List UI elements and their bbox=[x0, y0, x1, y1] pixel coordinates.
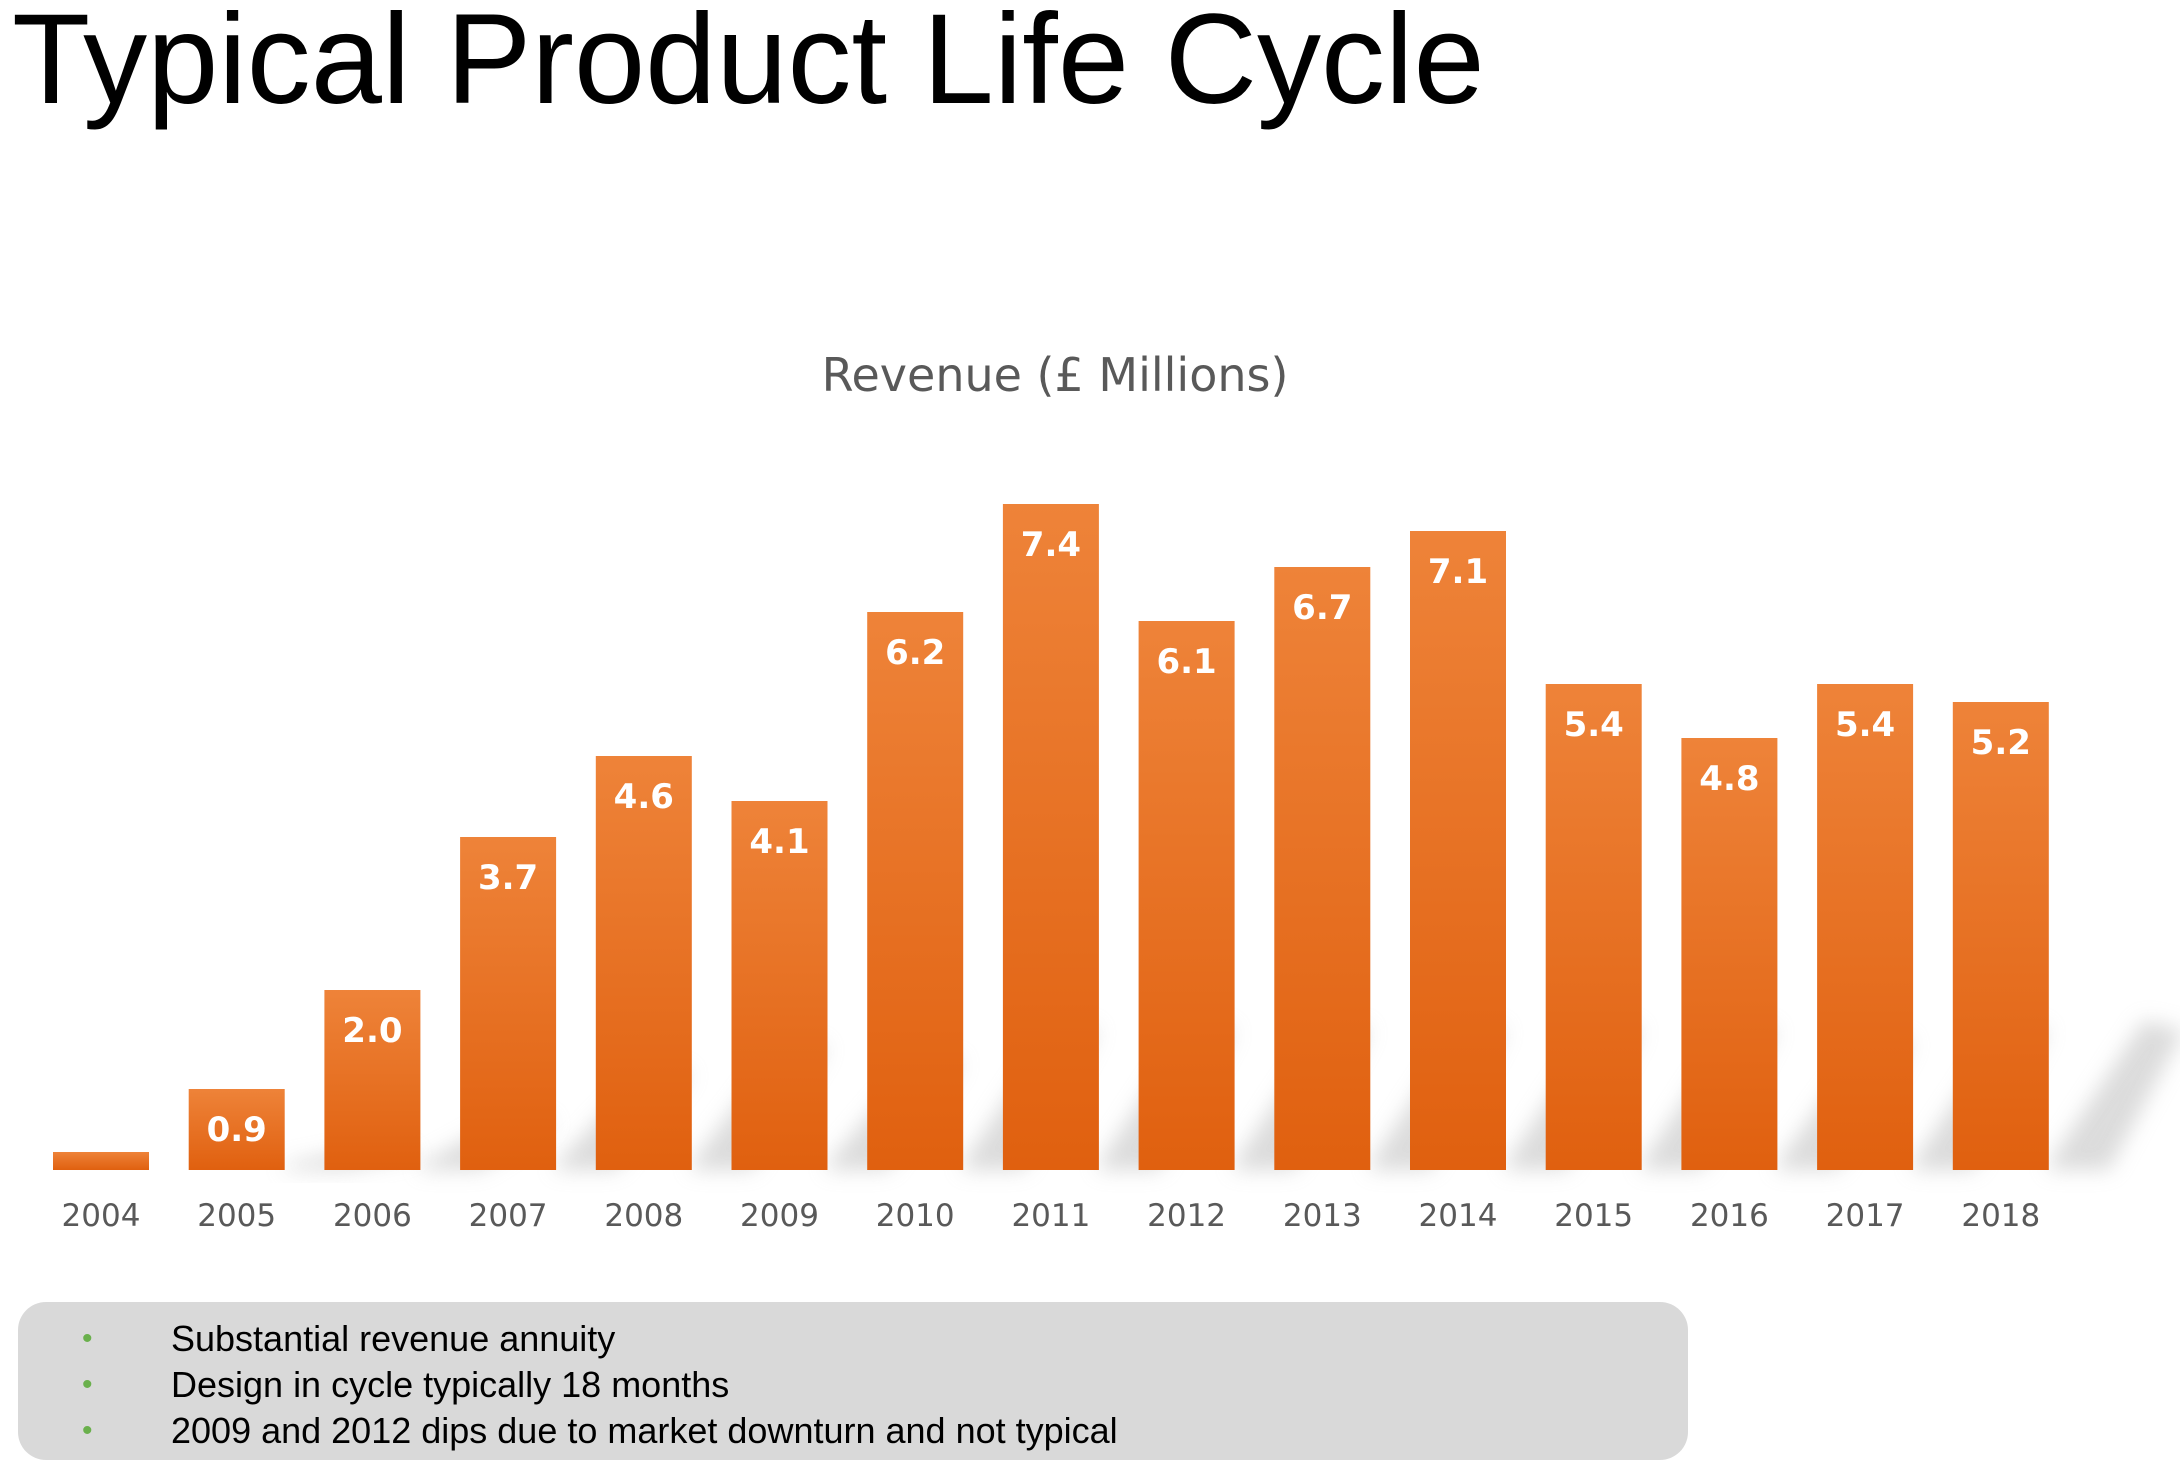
bar-2004 bbox=[53, 1152, 149, 1170]
note-text: 2009 and 2012 dips due to market downtur… bbox=[171, 1410, 1118, 1451]
bar-2009 bbox=[731, 801, 828, 1170]
note-item: • Substantial revenue annuity bbox=[18, 1316, 1688, 1362]
note-text: Substantial revenue annuity bbox=[171, 1318, 616, 1359]
bar-2007 bbox=[460, 837, 557, 1170]
bar-value-label: 2.0 bbox=[342, 1011, 402, 1051]
notes-box: • Substantial revenue annuity • Design i… bbox=[18, 1302, 1688, 1460]
notes-list: • Substantial revenue annuity • Design i… bbox=[18, 1302, 1688, 1454]
bar-value-label: 6.1 bbox=[1156, 642, 1216, 682]
x-tick-label: 2005 bbox=[197, 1198, 276, 1234]
bar-2017 bbox=[1817, 684, 1914, 1170]
bar-value-label: 5.2 bbox=[1971, 723, 2031, 763]
x-tick-label: 2017 bbox=[1826, 1198, 1905, 1234]
x-tick-label: 2007 bbox=[469, 1198, 548, 1234]
x-tick-label: 2009 bbox=[740, 1198, 819, 1234]
x-tick-label: 2015 bbox=[1554, 1198, 1633, 1234]
bar-value-label: 5.4 bbox=[1835, 705, 1895, 745]
bar-value-label: 4.8 bbox=[1699, 759, 1759, 799]
bar-2011 bbox=[1002, 504, 1099, 1170]
bar-2016 bbox=[1681, 738, 1778, 1170]
note-item: • 2009 and 2012 dips due to market downt… bbox=[18, 1408, 1688, 1454]
revenue-bar-chart: 0.9 2.0 3.7 4.6 4.1 6.2 7.4 6.1 6.7 7.1 5.4 4.8 5.4 5… bbox=[53, 504, 2180, 1234]
x-tick-label: 2004 bbox=[62, 1198, 141, 1234]
x-tick-label: 2006 bbox=[333, 1198, 412, 1234]
note-text: Design in cycle typically 18 months bbox=[171, 1364, 730, 1405]
bar-2010 bbox=[867, 612, 964, 1170]
bar-2018 bbox=[1952, 702, 2049, 1170]
bar-labels-group: 0.9 2.0 3.7 4.6 4.1 6.2 7.4 6.1 6.7 7.1 5.4 4.8 5.4 5… bbox=[207, 525, 2031, 1150]
x-tick-label: 2013 bbox=[1283, 1198, 1362, 1234]
bullet-icon: • bbox=[82, 1414, 93, 1447]
bullet-icon: • bbox=[82, 1368, 93, 1401]
bar-2015 bbox=[1545, 684, 1642, 1170]
bar-value-label: 6.2 bbox=[885, 633, 945, 673]
bar-value-label: 4.6 bbox=[614, 777, 674, 817]
bar-value-label: 3.7 bbox=[478, 858, 538, 898]
bar-value-label: 7.1 bbox=[1428, 552, 1488, 592]
bar-shadow bbox=[2048, 1020, 2180, 1170]
bar-value-label: 4.1 bbox=[749, 822, 809, 862]
x-tick-label: 2014 bbox=[1419, 1198, 1498, 1234]
x-tick-label: 2008 bbox=[604, 1198, 683, 1234]
bar-value-label: 6.7 bbox=[1292, 588, 1352, 628]
bar-2008 bbox=[595, 756, 692, 1170]
bars-group bbox=[53, 504, 2049, 1170]
note-item: • Design in cycle typically 18 months bbox=[18, 1362, 1688, 1408]
x-tick-label: 2018 bbox=[1961, 1198, 2040, 1234]
bar-value-label: 7.4 bbox=[1021, 525, 1081, 565]
slide-title: Typical Product Life Cycle bbox=[12, 0, 1485, 131]
bar-value-label: 0.9 bbox=[207, 1110, 267, 1150]
bar-2012 bbox=[1138, 621, 1235, 1170]
bar-value-label: 5.4 bbox=[1564, 705, 1624, 745]
bullet-icon: • bbox=[82, 1322, 93, 1355]
x-tick-label: 2010 bbox=[876, 1198, 955, 1234]
bar-2013 bbox=[1274, 567, 1371, 1170]
bar-2006 bbox=[324, 990, 421, 1170]
x-tick-label: 2016 bbox=[1690, 1198, 1769, 1234]
x-tick-label: 2012 bbox=[1147, 1198, 1226, 1234]
bar-2005 bbox=[188, 1089, 285, 1170]
x-tick-label: 2011 bbox=[1011, 1198, 1090, 1234]
x-axis-tick-labels: 2004 2005 2006 2007 2008 2009 2010 2011 2012 2013… bbox=[62, 1198, 2041, 1234]
bar-2014 bbox=[1410, 531, 1506, 1170]
chart-title: Revenue (£ Millions) bbox=[821, 348, 1289, 402]
